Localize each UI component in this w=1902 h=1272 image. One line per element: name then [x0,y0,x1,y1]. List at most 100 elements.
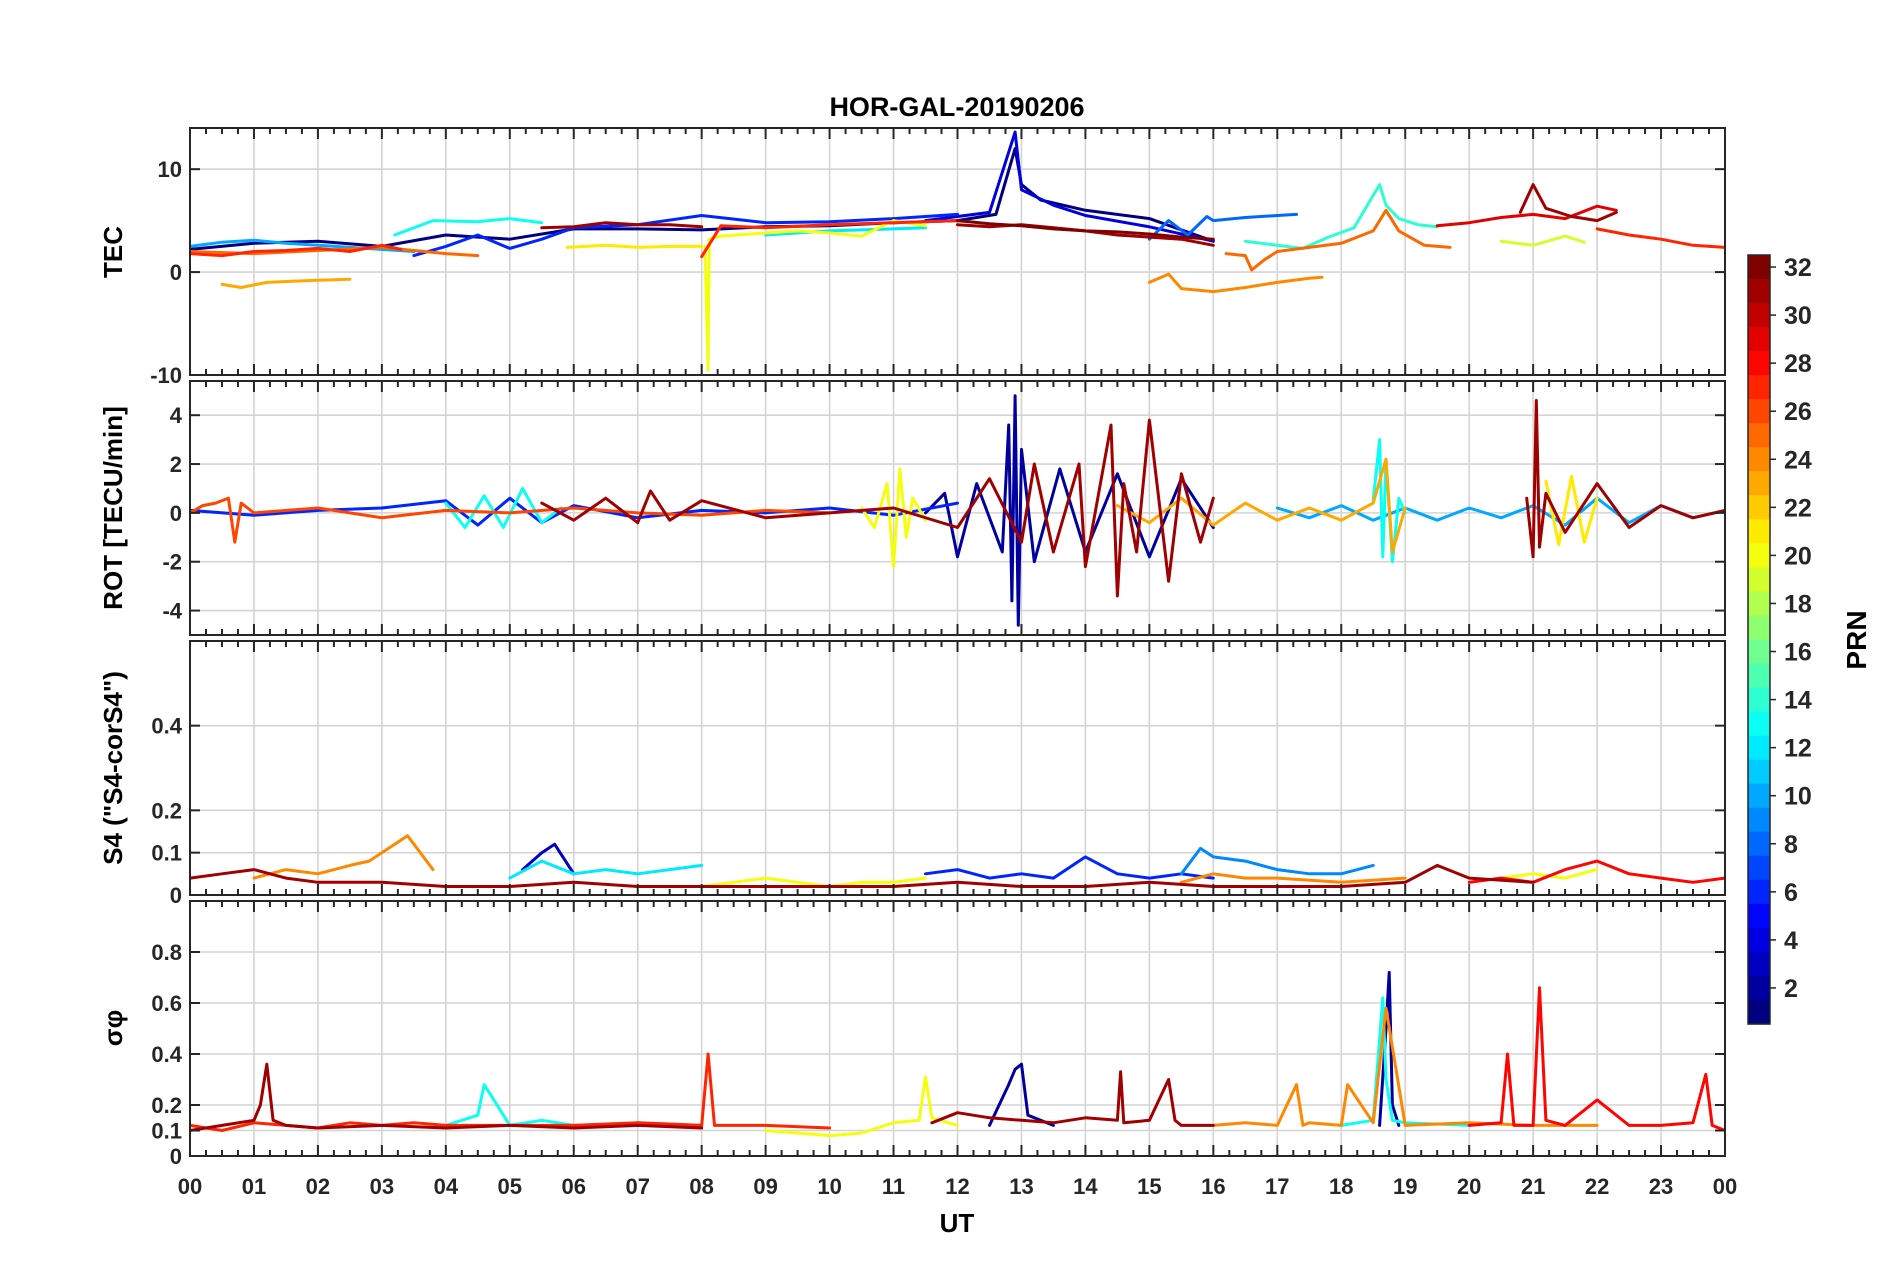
panel-s4: 0 0.1 0.2 0.4 S4 ("S4-corS4") [98,640,1726,908]
colorbar-segment [1748,447,1770,472]
y-tick-label: 0 [170,883,182,908]
y-tick-label: 4 [170,403,183,428]
colorbar-tick-label: 22 [1784,494,1812,522]
y-tick-label: -10 [150,363,182,388]
colorbar-segment [1748,327,1770,352]
x-tick-label: 23 [1649,1174,1673,1199]
colorbar-segment [1748,975,1770,1001]
trace-prn-24 [1211,1006,1599,1127]
y-axis-label-tec: TEC [98,226,128,278]
y-tick-label: 0.6 [151,991,182,1016]
colorbar-segment [1748,543,1770,569]
trace-prn-20 [703,219,927,372]
x-tick-label: 12 [945,1174,969,1199]
colorbar-segment [1748,351,1770,376]
x-tick-label: 02 [306,1174,330,1199]
trace-prn-20 [700,876,927,888]
colorbar-segment [1748,831,1770,857]
colorbar-segment [1748,375,1770,400]
trace-prn-20 [764,1075,959,1138]
x-tick-label: 20 [1457,1174,1481,1199]
trace-prn-14 [1243,183,1439,250]
x-tick-label: 08 [689,1174,713,1199]
traces-rot [190,394,1725,627]
traces-sigma [190,970,1725,1138]
colorbar-segment [1748,999,1770,1025]
y-tick-label: 0.2 [151,798,182,823]
colorbar-frame [1747,254,1771,1025]
x-tick-label: 03 [370,1174,394,1199]
colorbar-segment [1748,567,1770,593]
trace-prn-27 [190,1052,832,1132]
trace-prn-9 [1179,846,1375,876]
x-tick-label: 21 [1521,1174,1545,1199]
y-tick-label: 0.4 [151,714,182,739]
trace-prn-3 [521,842,576,876]
x-tick-label: 22 [1585,1174,1609,1199]
y-axis-label-rot: ROT [TECU/min] [98,406,128,610]
colorbar-segment [1748,903,1770,929]
colorbar-tick-label: 2 [1784,975,1798,1003]
colorbar-segment [1748,495,1770,520]
trace-prn-23 [1115,457,1407,554]
colorbar-tick-label: 16 [1784,639,1812,667]
y-tick-label: 0.1 [151,841,182,866]
trace-prn-8 [1147,212,1298,241]
trace-prn-13 [393,217,544,237]
colorbar-segment [1748,639,1770,665]
colorbar-segment [1748,855,1770,881]
trace-prn-25b [1224,208,1452,272]
trace-prn-29 [1435,204,1618,228]
trace-prn-31b [930,1070,1215,1127]
colorbar-tick-label: 14 [1784,687,1812,715]
colorbar-tick-label: 20 [1784,542,1812,570]
y-tick-label: 0.8 [151,940,182,965]
trace-prn-31b [1525,399,1725,559]
panel-tec: -10 0 10 TEC [98,127,1726,388]
colorbar-segment [1748,471,1770,496]
y-tick-label: 2 [170,452,182,477]
colorbar-segment [1748,783,1770,809]
trace-prn-27 [190,243,403,258]
panel-sigma: 00.10.2 0.4 0.6 0.8 σφ [98,900,1726,1169]
x-axis-label: UT [940,1208,975,1238]
colorbar-segment [1748,399,1770,424]
x-tick-label: 16 [1201,1174,1225,1199]
colorbar-tick-label: 24 [1784,446,1812,474]
trace-prn-27c [1595,227,1725,249]
colorbar-tick-label: 8 [1784,831,1798,859]
colorbar-tick-label: 32 [1784,254,1812,282]
y-tick-label: 0.2 [151,1093,182,1118]
trace-prn-12 [764,226,927,237]
trace-prn-23 [220,277,352,289]
trace-prn-2 [988,1062,1055,1127]
trace-prn-24b [1179,872,1407,884]
trace-prn-6 [924,855,1215,880]
y-tick-label: 0 [170,1144,182,1169]
trace-prn-31c [1518,183,1618,223]
trace-prn-31 [190,1062,704,1132]
colorbar-tick-label: 12 [1784,735,1812,763]
colorbar-segment [1748,687,1770,713]
y-tick-label: 0 [170,260,182,285]
colorbar-segment [1748,591,1770,617]
trace-prn-27b [700,219,959,259]
colorbar-tick-label: 10 [1784,783,1812,811]
colorbar-segment [1748,303,1770,328]
colorbar-tick-label: 30 [1784,302,1812,330]
trace-prn-13 [444,487,563,529]
y-tick-label: -4 [162,599,182,624]
y-tick-label: 0.4 [151,1042,182,1067]
colorbar-segment [1748,519,1770,544]
y-tick-label: 10 [158,157,182,182]
colorbar-segment [1748,711,1770,737]
x-tick-label: 17 [1265,1174,1289,1199]
x-tick-label: 06 [562,1174,586,1199]
x-tick-labels: 00 01 02 03 04 05 06 07 08 09 10 11 12 13 14 15 16 17 18 19… [178,1174,1737,1199]
x-tick-label: 14 [1073,1174,1098,1199]
x-tick-label: 15 [1137,1174,1161,1199]
trace-prn-24 [1147,272,1324,294]
trace-prn-21 [565,243,704,249]
